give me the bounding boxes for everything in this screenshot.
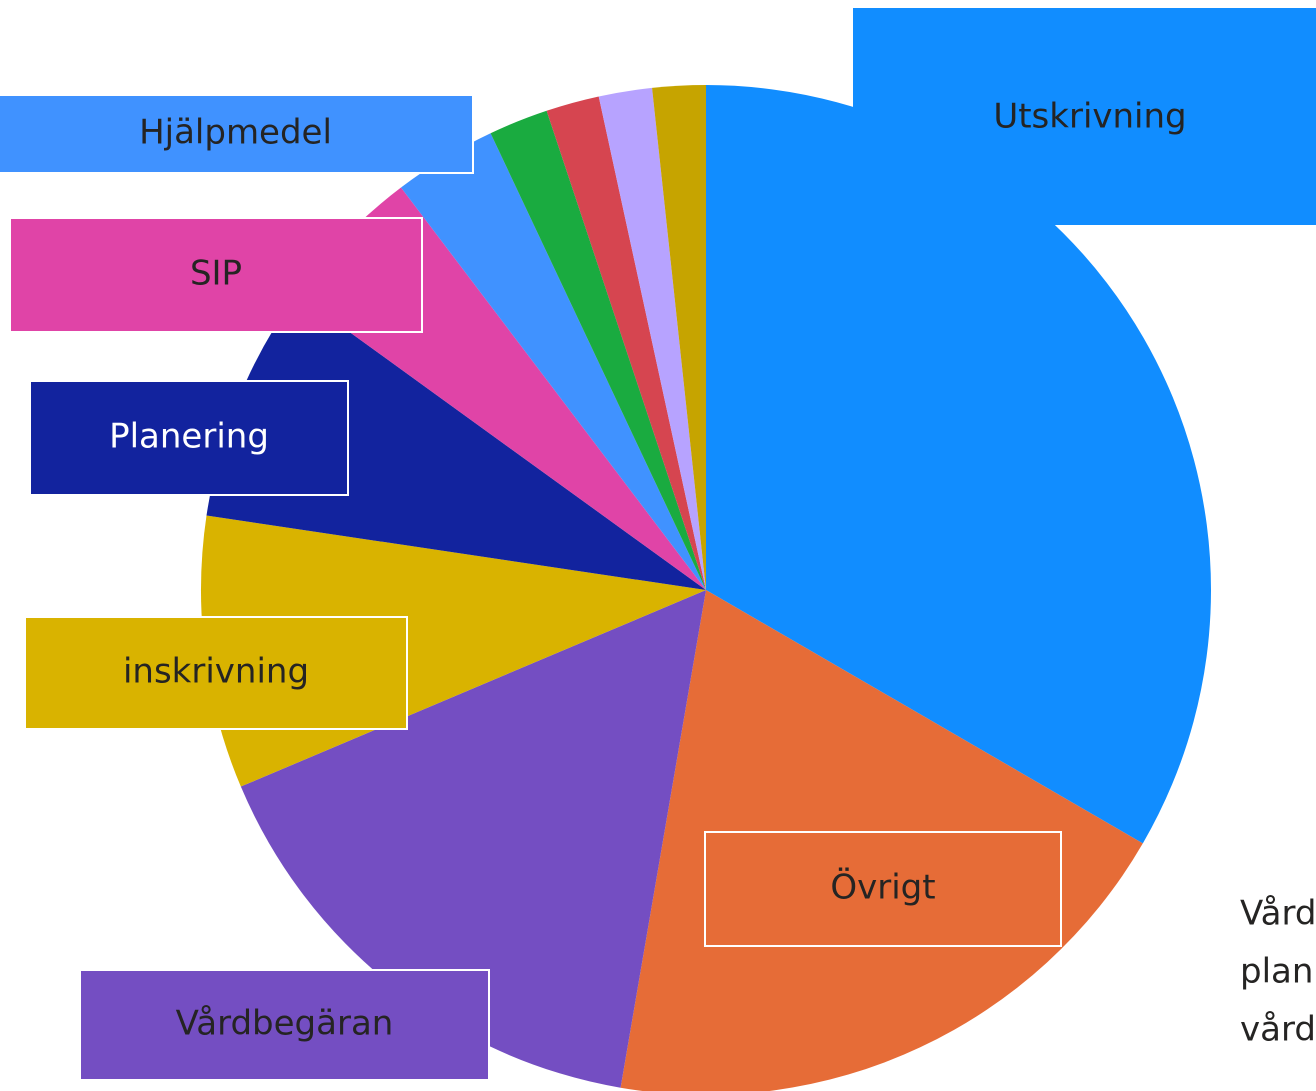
slice-label: Hjälpmedel: [139, 113, 332, 153]
label-box: [0, 94, 474, 174]
pie-slice: [206, 293, 706, 590]
label-box: [24, 616, 408, 730]
pie-slice: [546, 96, 706, 590]
slice-label: Övrigt: [830, 867, 935, 908]
pie-slice: [706, 85, 1211, 844]
pie-slice: [240, 590, 707, 1088]
slice-label: SIP: [190, 254, 242, 294]
pie-slice: [598, 87, 706, 590]
annotation: vård: [1240, 1010, 1316, 1050]
label-box: [29, 380, 349, 496]
slice-label: inskrivning: [123, 652, 309, 692]
label-box: [704, 831, 1062, 947]
pie-slice: [490, 110, 706, 591]
annotation: Vård: [1240, 894, 1316, 934]
slice-label: Vårdbegäran: [176, 1004, 394, 1044]
annotation: plan: [1240, 952, 1313, 992]
label-box: [9, 217, 423, 333]
slice-label: Planering: [109, 417, 269, 457]
label-box: [79, 969, 490, 1081]
pie-slice: [400, 133, 706, 591]
slice-labels: Utskrivning Övrigt Vårdbegäran inskrivning P…: [0, 8, 1316, 1081]
label-box: [853, 8, 1316, 225]
slice-label: Utskrivning: [993, 97, 1186, 137]
pie-slice: [652, 85, 706, 590]
